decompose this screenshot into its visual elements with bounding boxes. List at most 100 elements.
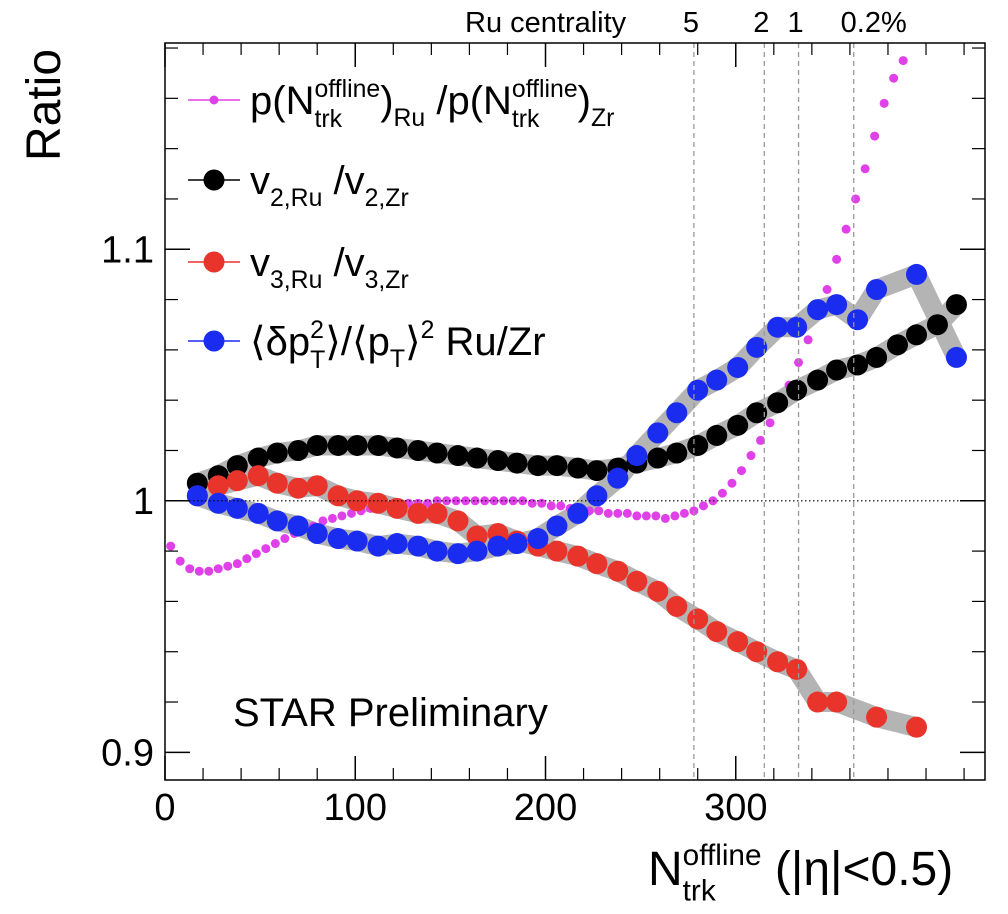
data-point [247, 465, 269, 487]
data-point [898, 56, 908, 66]
data-point [651, 511, 661, 521]
data-point [527, 528, 549, 550]
data-point [466, 525, 488, 547]
data-point [689, 506, 699, 516]
data-point [866, 706, 888, 728]
data-point [327, 434, 349, 456]
data-point [247, 447, 269, 469]
data-point [270, 539, 280, 549]
data-point [407, 502, 429, 524]
legend-label: 2 [310, 317, 324, 344]
data-point [527, 455, 549, 477]
data-point [251, 549, 261, 559]
data-point [746, 336, 768, 358]
data-point [708, 496, 718, 506]
data-point [567, 502, 589, 524]
data-point [906, 716, 928, 738]
data-point [607, 560, 629, 582]
data-point [706, 424, 728, 446]
legend-label: 2,Ru [270, 185, 322, 212]
data-point [567, 545, 589, 567]
data-point [926, 314, 948, 336]
data-point [666, 402, 688, 424]
data-point [945, 346, 967, 368]
data-point [386, 497, 408, 519]
data-point [442, 496, 452, 506]
data-point [346, 434, 368, 456]
legend-label: 3,Ru [270, 267, 322, 294]
y-axis-label: Ratio [18, 49, 71, 161]
data-point [527, 498, 537, 508]
data-point [266, 510, 288, 532]
y-tick-label: 0.9 [101, 732, 154, 774]
plot-frame [164, 42, 986, 781]
data-point [870, 131, 880, 141]
data-point [546, 455, 568, 477]
data-point [706, 369, 728, 391]
data-point [613, 508, 623, 518]
data-point [426, 540, 448, 562]
x-axis-label: trk [683, 874, 716, 907]
legend-label: ⟩/⟨p [325, 320, 390, 364]
legend-label: ⟨δp [250, 320, 310, 364]
data-point [866, 346, 888, 368]
data-point [470, 496, 480, 506]
data-point [746, 641, 768, 663]
data-point [607, 467, 629, 489]
legend-label: /p(N [425, 79, 512, 123]
data-point [807, 299, 829, 321]
data-point [567, 457, 589, 479]
data-point [226, 455, 248, 477]
legend-label: trk [314, 106, 342, 133]
data-point [407, 535, 429, 557]
data-point [327, 528, 349, 550]
data-point [765, 418, 775, 428]
data-point [626, 445, 648, 467]
x-tick-label: 300 [704, 787, 767, 829]
data-point [426, 442, 448, 464]
legend-label: 2,Zr [365, 185, 409, 212]
data-point [194, 566, 204, 576]
legend-label: Ru/Zr [434, 320, 545, 364]
data-point [287, 439, 309, 461]
data-point [698, 501, 708, 511]
data-point [487, 450, 509, 472]
data-point [687, 379, 709, 401]
data-point [242, 554, 252, 564]
data-point [546, 501, 556, 511]
data-point [826, 294, 848, 316]
data-point [641, 511, 651, 521]
centrality-label: 1 [787, 7, 803, 39]
data-point [670, 511, 680, 521]
data-point [594, 506, 604, 516]
data-point [318, 516, 328, 526]
data-point [687, 608, 709, 630]
data-point [746, 451, 756, 461]
legend-marker [203, 251, 225, 273]
data-point [822, 285, 832, 295]
data-point [727, 478, 737, 488]
centrality-label: 2 [753, 7, 769, 39]
data-point [886, 334, 908, 356]
legend-label: ) [380, 79, 393, 123]
data-point [767, 316, 789, 338]
annotation: STAR Preliminary [233, 691, 548, 735]
legend-label: p(N [250, 79, 314, 123]
data-point [826, 691, 848, 713]
legend-label: T [310, 347, 325, 374]
data-point [386, 533, 408, 555]
data-point [807, 691, 829, 713]
systematic-band [187, 465, 927, 738]
data-point [556, 501, 566, 511]
data-point [626, 570, 648, 592]
x-tick-label: 200 [514, 787, 577, 829]
data-point [499, 496, 509, 506]
data-point [306, 522, 328, 544]
data-point [586, 460, 608, 482]
data-point [666, 442, 688, 464]
data-point [407, 439, 429, 461]
legend-label: offline [512, 76, 578, 103]
data-point [647, 580, 669, 602]
legend-label: ⟩ [405, 320, 421, 364]
